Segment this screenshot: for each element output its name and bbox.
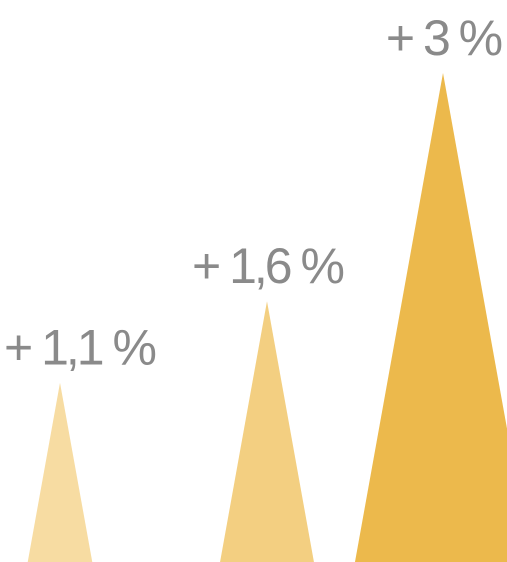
- data-label-1: + 1,1 %: [4, 320, 155, 376]
- labels-group: + 1,1 % + 1,6 % + 3 %: [4, 10, 505, 376]
- bars-group: [27, 73, 507, 562]
- data-label-3: + 3 %: [386, 10, 502, 66]
- data-label-2: + 1,6 %: [192, 238, 343, 294]
- triangle-bar-1: [27, 382, 93, 562]
- triangle-bar-2: [220, 301, 314, 562]
- triangle-bar-3: [354, 73, 507, 562]
